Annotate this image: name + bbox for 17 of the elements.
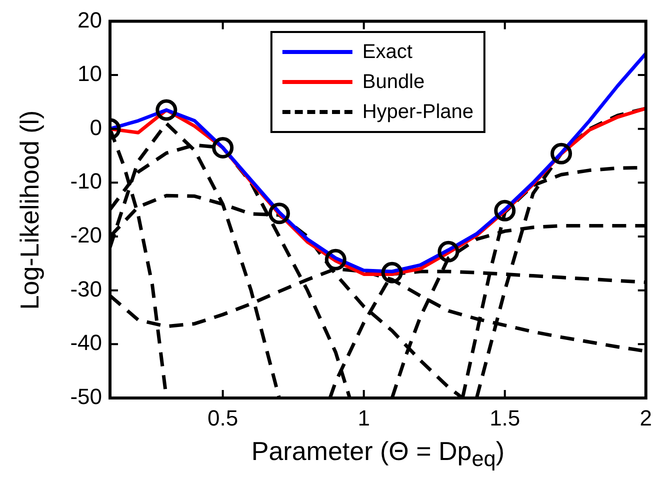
y-tick-label: 10: [78, 61, 102, 86]
y-tick-label: -10: [70, 168, 102, 194]
x-tick-label: 0.5: [208, 405, 238, 430]
y-tick-label: -30: [70, 276, 102, 302]
x-tick-label: 1: [358, 405, 370, 430]
y-axis-title: Log-Likelihood (l): [14, 110, 46, 310]
x-axis-title: Parameter (Θ = Dp$_{eq}$): [251, 436, 504, 472]
x-tick-label: 1.5: [490, 405, 520, 430]
y-tick-label: 20: [78, 7, 102, 32]
y-tick-label: -50: [70, 384, 102, 410]
legend-label: Bundle: [362, 70, 425, 94]
y-tick-label: 0: [90, 114, 102, 140]
legend-label: Exact: [362, 40, 412, 64]
x-tick-label: 2: [640, 405, 652, 430]
y-tick-label: -20: [70, 222, 102, 248]
y-tick-label: -40: [70, 330, 102, 356]
legend-label: Hyper-Plane: [362, 100, 474, 124]
